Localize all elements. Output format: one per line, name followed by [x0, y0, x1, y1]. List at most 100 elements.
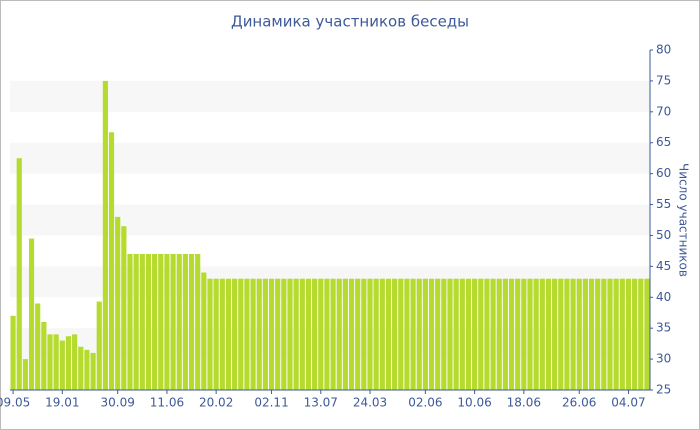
bar [527, 278, 533, 390]
bar [490, 278, 496, 390]
bar [299, 278, 305, 390]
y-tick-label: 70 [656, 104, 671, 118]
bar [379, 278, 385, 390]
bar [213, 278, 219, 390]
bar [619, 278, 625, 390]
bar [392, 278, 398, 390]
bar [145, 254, 152, 390]
bar [250, 278, 256, 390]
bar [428, 278, 435, 390]
bar [244, 278, 250, 390]
bar [102, 80, 108, 390]
bar [16, 158, 22, 390]
bar [496, 278, 502, 390]
bar [416, 278, 422, 390]
bar [115, 216, 121, 390]
bar [385, 278, 392, 390]
bar [644, 278, 650, 390]
y-tick-label: 65 [656, 135, 671, 149]
bar [53, 334, 59, 390]
bar [552, 278, 558, 390]
bar [508, 278, 515, 390]
bar [256, 278, 262, 390]
x-tick-label: 19.01 [45, 396, 79, 410]
bar [96, 301, 102, 390]
bar [576, 278, 582, 390]
bar [188, 254, 195, 390]
bar [398, 278, 404, 390]
bar [238, 278, 244, 390]
x-tick-label: 13.07 [304, 396, 338, 410]
bar [78, 346, 84, 390]
bar [515, 278, 521, 390]
bar [447, 278, 453, 390]
bar [275, 278, 281, 390]
bar [435, 278, 441, 390]
bar [35, 303, 41, 390]
bar [422, 278, 428, 390]
bar [312, 278, 318, 390]
y-axis-label: Число участников [677, 163, 691, 277]
bar [638, 278, 644, 390]
bar [72, 334, 78, 390]
bar [121, 226, 127, 390]
x-tick-label: 26.06 [562, 396, 596, 410]
bar [484, 278, 490, 390]
x-tick-label: 18.06 [507, 396, 541, 410]
bar [207, 278, 213, 390]
bar [342, 278, 348, 390]
bar [28, 238, 35, 390]
bar [262, 278, 268, 390]
bar [225, 278, 232, 390]
bar [139, 254, 145, 390]
bar [348, 278, 355, 390]
bar [219, 278, 225, 390]
bar [59, 340, 65, 390]
bar [582, 278, 588, 390]
grid-band [10, 80, 650, 112]
bar [564, 278, 570, 390]
bar [195, 254, 201, 390]
x-tick-label: 02.06 [408, 396, 442, 410]
bar [595, 278, 601, 390]
bar [152, 254, 158, 390]
x-tick-label: 20.02 [199, 396, 233, 410]
y-tick-label: 50 [656, 228, 671, 242]
bar [361, 278, 367, 390]
bar [176, 254, 182, 390]
x-tick-label: 10.06 [457, 396, 491, 410]
bar [293, 278, 299, 390]
bar [367, 278, 373, 390]
bar [545, 278, 552, 390]
y-tick-label: 25 [656, 383, 671, 397]
bar [330, 278, 336, 390]
bar [459, 278, 465, 390]
bar [441, 278, 447, 390]
bar [287, 278, 293, 390]
bar [570, 278, 576, 390]
bar [47, 334, 53, 390]
bar [164, 254, 170, 390]
bar [90, 352, 96, 390]
y-tick-label: 60 [656, 166, 671, 180]
y-tick-label: 55 [656, 197, 671, 211]
bar [539, 278, 545, 390]
x-tick-label: 02.11 [254, 396, 288, 410]
y-tick-label: 45 [656, 259, 671, 273]
bar [201, 272, 207, 390]
bar [355, 278, 361, 390]
bar [232, 278, 238, 390]
bar [588, 278, 595, 390]
bar [268, 278, 275, 390]
bar [170, 254, 176, 390]
bar [305, 278, 312, 390]
bar [336, 278, 342, 390]
x-tick-label: 30.09 [101, 396, 135, 410]
bar [502, 278, 508, 390]
bar [127, 254, 133, 390]
y-tick-label: 80 [656, 43, 671, 57]
y-tick-label: 30 [656, 352, 671, 366]
chart-title: Динамика участников беседы [231, 13, 469, 31]
bar [318, 278, 324, 390]
